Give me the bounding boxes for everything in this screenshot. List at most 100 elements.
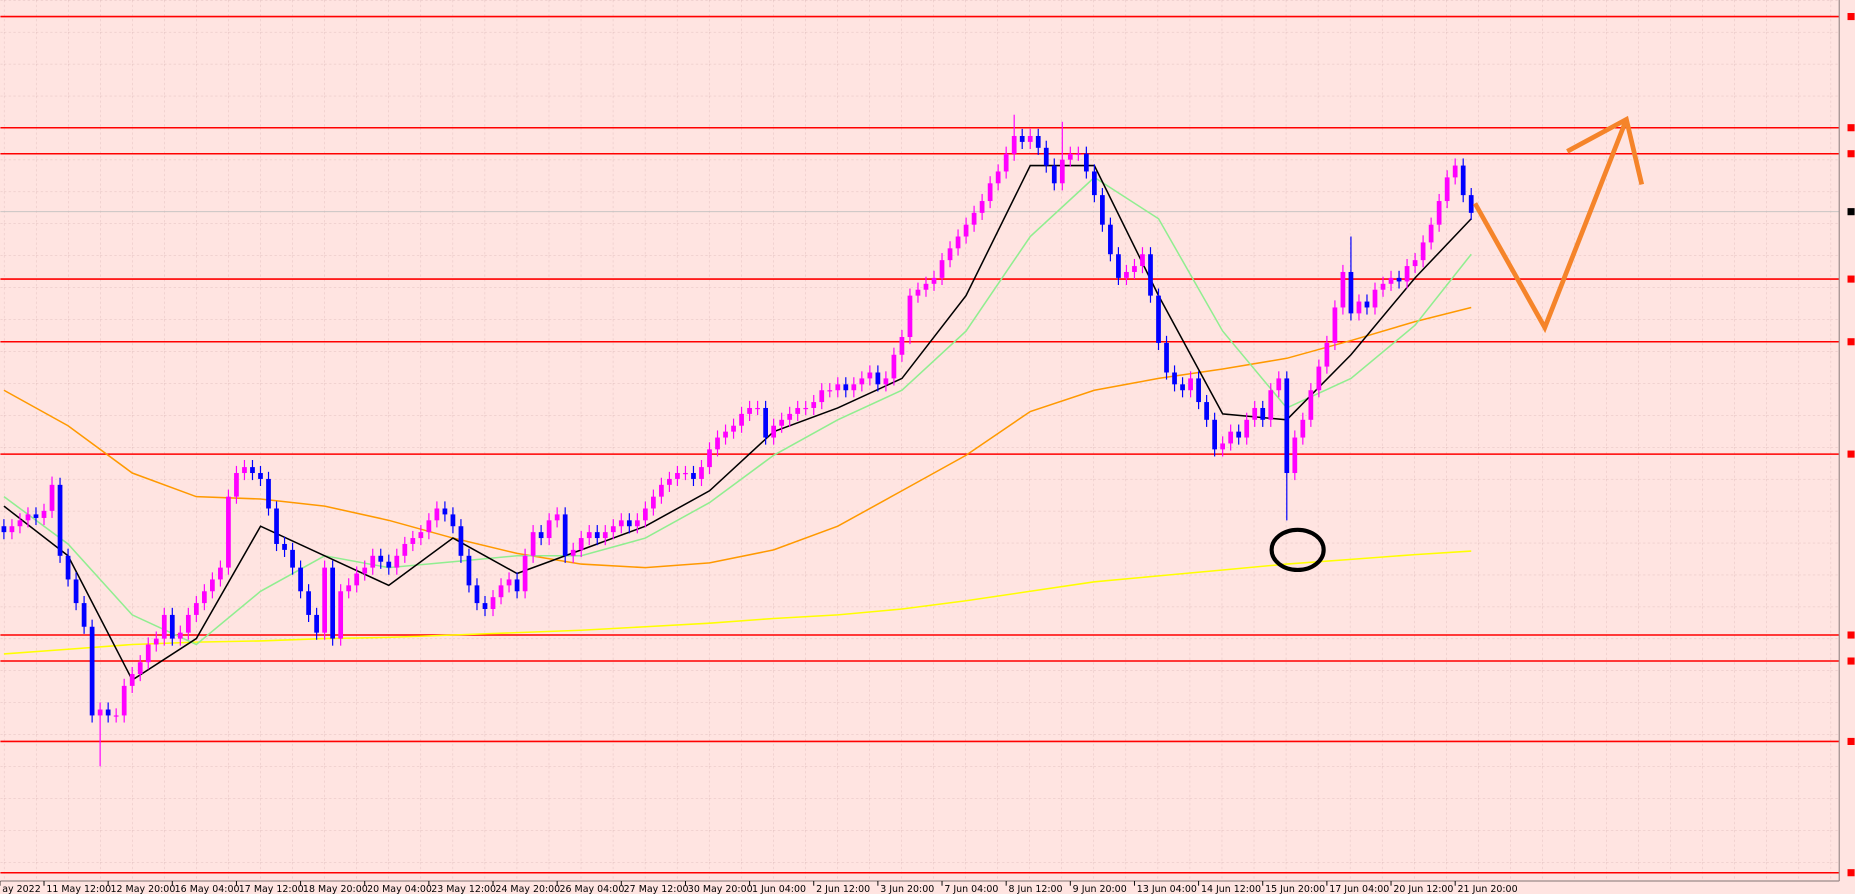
moving-average <box>3 164 1472 682</box>
candle-body <box>57 484 63 556</box>
candle-body <box>955 236 961 249</box>
candle-body <box>514 579 520 592</box>
level-marker <box>1847 631 1855 639</box>
x-tick-label: 15 Jun 20:00 <box>1265 884 1325 894</box>
candle-body <box>1220 443 1226 450</box>
candle-body <box>145 644 151 663</box>
x-tick-label: 2 Jun 12:00 <box>816 884 870 894</box>
candle-body <box>290 549 295 568</box>
candle-body <box>1252 407 1258 420</box>
candle-body <box>506 579 512 586</box>
level-marker <box>1847 869 1855 877</box>
candle-body <box>17 520 23 527</box>
candle-body <box>819 390 825 403</box>
candle-body <box>1372 289 1378 308</box>
candle-body <box>386 561 392 568</box>
candle-body <box>298 567 303 592</box>
candle-body <box>97 709 103 716</box>
moving-average <box>3 550 1472 655</box>
candle-body <box>546 520 552 539</box>
candle-body <box>1019 135 1025 142</box>
candle-body <box>891 354 897 379</box>
candle-body <box>25 514 31 521</box>
candle-body <box>610 526 616 533</box>
candle-body <box>1067 153 1073 160</box>
candle-body <box>715 437 720 450</box>
candle-body <box>370 555 376 568</box>
x-tick-label: 20 May 04:00 <box>367 884 432 894</box>
candle-body <box>161 614 167 639</box>
candle-body <box>979 201 985 213</box>
candle-body <box>771 425 777 438</box>
candle-body <box>779 419 785 426</box>
candle-body <box>522 555 528 592</box>
candle-body <box>1428 224 1434 243</box>
candle-body <box>482 603 488 610</box>
candle-body <box>667 478 672 485</box>
x-tick-label: 13 Jun 04:00 <box>1137 884 1197 894</box>
candle-body <box>618 520 624 527</box>
grid-pattern <box>0 0 1840 881</box>
candle-body <box>1188 378 1193 391</box>
level-marker <box>1847 13 1855 21</box>
candle-body <box>250 467 255 474</box>
candle-body <box>474 585 480 604</box>
candle-body <box>234 473 239 497</box>
candle-body <box>1340 271 1346 308</box>
candle-body <box>795 407 801 414</box>
x-tick-label: 8 Jun 12:00 <box>1009 884 1063 894</box>
candle-body <box>1035 135 1041 148</box>
candle-body <box>626 520 632 527</box>
x-tick-label: 3 Jun 20:00 <box>880 884 934 894</box>
candle-body <box>699 467 704 479</box>
candle-body <box>787 413 793 420</box>
candle-body <box>1172 372 1177 385</box>
candle-body <box>1412 260 1418 267</box>
candle-body <box>378 555 384 562</box>
candle-body <box>73 579 79 604</box>
x-tick-label: 30 May 20:00 <box>688 884 753 894</box>
level-marker <box>1847 338 1855 346</box>
x-tick-label: 12 May 20:00 <box>111 884 176 894</box>
candle-body <box>330 567 336 639</box>
current-price-marker <box>1847 208 1855 216</box>
candle-body <box>747 407 752 414</box>
candle-body <box>931 277 937 284</box>
candle-body <box>1452 165 1458 178</box>
x-tick-label: 27 May 12:00 <box>624 884 689 894</box>
x-tick-label: 21 Jun 20:00 <box>1458 884 1518 894</box>
candle-body <box>498 585 504 598</box>
candle-body <box>562 514 568 556</box>
level-marker <box>1847 737 1855 745</box>
candle-body <box>65 555 71 580</box>
candle-body <box>578 538 584 550</box>
candle-body <box>851 384 857 391</box>
candle-body <box>843 384 849 391</box>
candle-body <box>1003 153 1009 172</box>
candle-body <box>1051 165 1057 184</box>
x-tick-label: 17 May 12:00 <box>239 884 304 894</box>
grid <box>0 0 1840 881</box>
candle-body <box>202 591 207 604</box>
candles <box>1 114 1474 767</box>
candle-body <box>1092 171 1097 196</box>
candle-body <box>554 514 560 521</box>
candle-body <box>811 402 817 408</box>
candle-body <box>33 514 39 518</box>
indicator-lines <box>3 164 1472 682</box>
candle-body <box>450 514 456 527</box>
candle-body <box>691 473 696 479</box>
x-tick-label: 20 Jun 12:00 <box>1393 884 1453 894</box>
candle-body <box>907 295 913 338</box>
candle-body <box>1140 254 1145 267</box>
candle-body <box>1292 437 1298 474</box>
candle-body <box>1244 419 1250 438</box>
candle-body <box>939 260 945 278</box>
candle-body <box>1380 283 1386 290</box>
candle-body <box>803 407 809 410</box>
candle-body <box>1100 195 1105 225</box>
candle-body <box>41 510 47 518</box>
candle-body <box>859 378 865 385</box>
candle-body <box>530 532 536 556</box>
